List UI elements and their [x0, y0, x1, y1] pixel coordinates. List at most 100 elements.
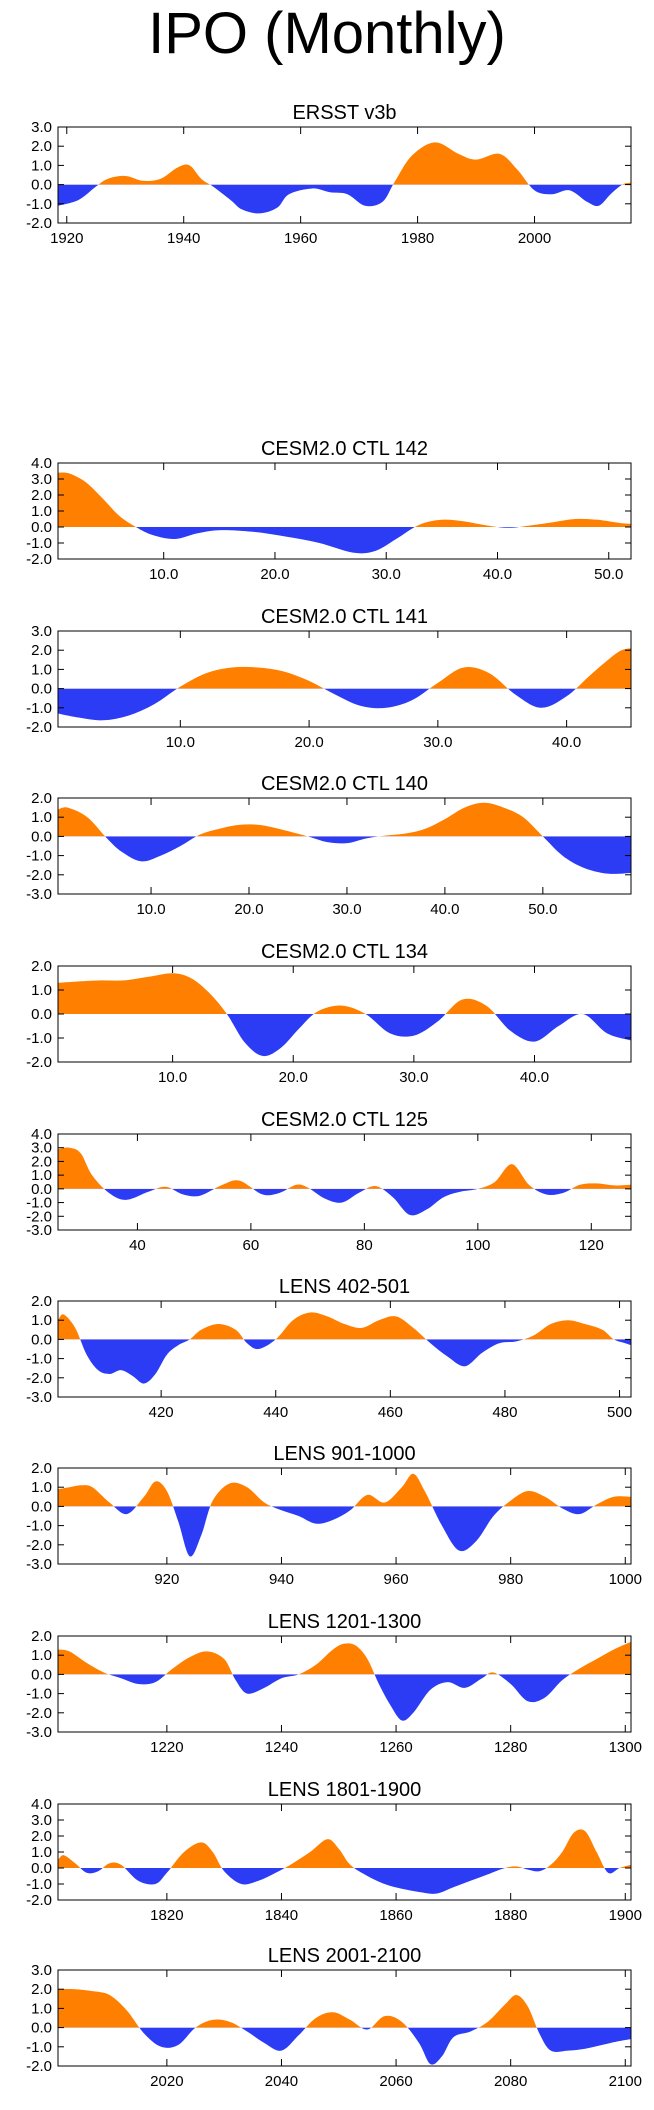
x-tick-label: 120	[579, 1237, 604, 1254]
y-tick-label: -1.0	[26, 1195, 52, 1212]
x-tick-label: 40.0	[552, 734, 581, 751]
negative-area	[108, 1674, 571, 1721]
y-tick-label: -2.0	[26, 2058, 52, 2075]
y-tick-label: 3.0	[31, 119, 52, 136]
y-tick-label: -1.0	[26, 196, 52, 213]
panel-7: LENS 402-501 -3.0 -2.0 -1.0 0.0 1.0 2.0 420 440 4…	[26, 1276, 632, 1421]
positive-area	[58, 802, 631, 837]
panel-title: LENS 1801-1900	[268, 1779, 421, 1801]
x-tick-label: 1960	[284, 230, 317, 247]
x-tick-label: 20.0	[294, 734, 323, 751]
panel-1: ERSST v3b -2.0 -1.0 0.0 1.0 2.0 3.0 1920 1940 196…	[26, 102, 632, 247]
panel-10: LENS 1801-1900 -2.0-1.00.01.02.03.04.0 182…	[26, 1779, 642, 1924]
y-tick-label: 1.0	[31, 157, 52, 174]
y-tick-label: -3.0	[26, 1556, 52, 1573]
panel-title: ERSST v3b	[292, 102, 396, 124]
y-tick-label: -3.0	[26, 886, 52, 903]
plot-frame	[57, 1133, 632, 1231]
x-tick-label: 1840	[265, 1907, 298, 1924]
panel-6: CESM2.0 CTL 125-3.0-2.0-1.00.01.02.03.04…	[26, 1109, 632, 1254]
y-tick-label: 2.0	[31, 1828, 52, 1845]
x-tick-label: 20.0	[234, 901, 263, 918]
x-tick-label: 10.0	[136, 901, 165, 918]
plot-frame	[57, 1635, 632, 1733]
y-tick-label: -3.0	[26, 1724, 52, 1741]
panel-title: CESM2.0 CTL 142	[261, 438, 428, 460]
y-tick-label: -3.0	[26, 1222, 52, 1239]
y-tick-label: 0.0	[31, 1331, 52, 1348]
x-tick-label: 2020	[150, 2073, 183, 2090]
positive-area	[58, 1641, 631, 1675]
panel-title: LENS 901-1000	[273, 1443, 415, 1465]
y-tick-label: 3.0	[31, 1140, 52, 1157]
y-tick-label: 0.0	[31, 519, 52, 536]
x-tick-label: 1900	[609, 1907, 642, 1924]
y-tick-label: 1.0	[31, 1647, 52, 1664]
plot-frame	[57, 630, 632, 728]
x-tick-label: 1820	[150, 1907, 183, 1924]
y-tick-label: 1.0	[31, 1844, 52, 1861]
positive-area	[58, 1473, 631, 1507]
y-tick-label: -1.0	[26, 1876, 52, 1893]
y-tick-label: -2.0	[26, 1054, 52, 1071]
x-tick-label: 960	[384, 1571, 409, 1588]
y-tick-label: -3.0	[26, 1389, 52, 1406]
panel-4: CESM2.0 CTL 140 -3.0 -2.0 -1.0 0.0 1.0 2.0 10.0…	[26, 773, 632, 918]
plot-frame	[57, 1803, 632, 1901]
x-tick-label: 20.0	[260, 566, 289, 583]
plot-frame	[57, 126, 632, 224]
positive-area	[58, 1829, 631, 1868]
y-tick-label: 2.0	[31, 1981, 52, 1998]
negative-area	[58, 1188, 631, 1216]
x-tick-label: 40.0	[430, 901, 459, 918]
x-tick-label: 40	[129, 1237, 146, 1254]
negative-area	[58, 688, 631, 721]
y-tick-label: 0.0	[31, 177, 52, 194]
x-tick-label: 20.0	[279, 1069, 308, 1086]
panel-title: CESM2.0 CTL 140	[261, 773, 428, 795]
x-tick-label: 30.0	[332, 901, 361, 918]
x-tick-label: 30.0	[372, 566, 401, 583]
x-tick-label: 1920	[50, 230, 83, 247]
y-tick-label: -2.0	[26, 867, 52, 884]
x-tick-label: 1240	[265, 1739, 298, 1756]
x-tick-label: 40.0	[520, 1069, 549, 1086]
x-tick-label: 500	[607, 1404, 632, 1421]
positive-area	[98, 142, 631, 185]
y-tick-label: 0.0	[31, 828, 52, 845]
positive-area	[58, 1147, 631, 1189]
x-tick-label: 1940	[167, 230, 200, 247]
x-tick-label: 2080	[494, 2073, 527, 2090]
x-tick-label: 1000	[609, 1571, 642, 1588]
y-tick-label: -2.0	[26, 1370, 52, 1387]
positive-area	[58, 1312, 631, 1340]
x-tick-label: 10.0	[158, 1069, 187, 1086]
x-tick-label: 50.0	[528, 901, 557, 918]
y-tick-label: 4.0	[31, 455, 52, 472]
x-tick-label: 2060	[379, 2073, 412, 2090]
y-tick-label: -2.0	[26, 551, 52, 568]
panel-title: CESM2.0 CTL 125	[261, 1109, 428, 1131]
negative-area	[58, 184, 623, 214]
y-tick-label: 0.0	[31, 1498, 52, 1515]
y-tick-label: 1.0	[31, 2000, 52, 2017]
y-tick-label: -1.0	[26, 1518, 52, 1535]
y-tick-label: 4.0	[31, 1796, 52, 1813]
y-tick-label: 3.0	[31, 471, 52, 488]
x-tick-label: 30.0	[399, 1069, 428, 1086]
x-tick-label: 940	[269, 1571, 294, 1588]
x-tick-label: 1280	[494, 1739, 527, 1756]
positive-area	[58, 973, 631, 1014]
plot-frame	[57, 1300, 632, 1398]
y-tick-label: 0.0	[31, 1181, 52, 1198]
positive-area	[58, 1989, 537, 2028]
panel-title: CESM2.0 CTL 141	[261, 606, 428, 628]
y-tick-label: -1.0	[26, 2039, 52, 2056]
x-tick-label: 40.0	[483, 566, 512, 583]
panel-11: LENS 2001-2100 -2.0 -1.0 0.0 1.0 2.0 3.0 2020 20…	[26, 1945, 642, 2090]
y-tick-label: -2.0	[26, 215, 52, 232]
y-tick-label: -1.0	[26, 848, 52, 865]
x-tick-label: 1880	[494, 1907, 527, 1924]
y-tick-label: 2.0	[31, 1153, 52, 1170]
y-tick-label: 2.0	[31, 790, 52, 807]
